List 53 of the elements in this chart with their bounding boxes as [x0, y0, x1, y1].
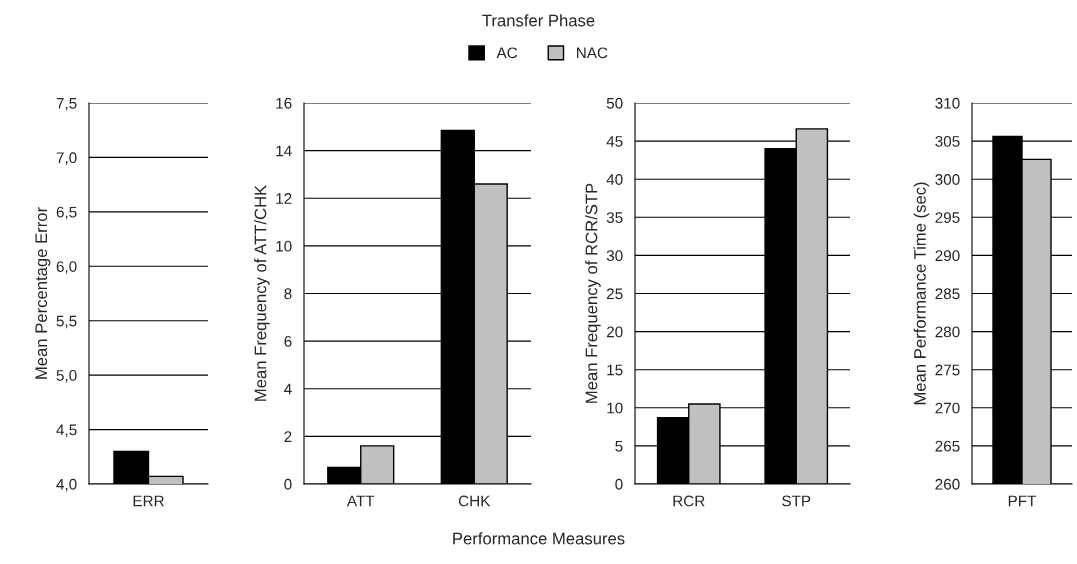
y-tick-label: 285: [935, 288, 960, 300]
y-tick-label: 4,5: [56, 424, 77, 438]
y-tick-label: 16: [276, 97, 292, 109]
y-axis-title: Mean Frequency of ATT/CHK: [254, 184, 270, 401]
x-tick-label: ERR: [133, 495, 164, 507]
y-tick-label: 5: [615, 440, 623, 452]
y-tick-label: 5,0: [56, 370, 77, 383]
legend-label: NAC: [577, 47, 608, 59]
y-tick-label: 7,5: [56, 98, 77, 111]
y-tick-label: 260: [935, 478, 960, 490]
y-tick-label: 45: [606, 136, 623, 147]
y-tick-label: 30: [606, 250, 623, 262]
y-tick-label: 6,0: [56, 261, 77, 274]
y-tick-label: 280: [935, 326, 960, 338]
y-tick-label: 295: [935, 212, 960, 223]
y-tick-label: 5,5: [56, 315, 77, 329]
y-tick-label: 6: [284, 335, 292, 347]
y-tick-label: 4: [284, 383, 292, 395]
y-tick-label: 0: [615, 478, 623, 490]
x-tick-label: RCR: [673, 495, 705, 507]
y-tick-label: 6,5: [56, 206, 77, 220]
y-tick-label: 35: [606, 212, 623, 223]
y-tick-label: 10: [276, 240, 292, 252]
y-tick-label: 4,0: [56, 478, 77, 492]
y-tick-label: 50: [606, 97, 623, 109]
y-tick-label: 14: [276, 145, 292, 157]
y-tick-label: 270: [935, 402, 960, 414]
y-tick-label: 25: [606, 288, 623, 300]
y-tick-label: 310: [935, 97, 960, 109]
y-tick-label: 2: [284, 431, 292, 442]
y-tick-label: 275: [935, 364, 960, 376]
y-tick-label: 40: [606, 174, 623, 185]
y-tick-label: 290: [935, 250, 960, 262]
y-tick-label: 20: [606, 326, 623, 338]
text: Performance Measures: [453, 532, 625, 545]
y-axis-title: Mean Percentage Error: [35, 207, 51, 379]
y-tick-label: 7,0: [56, 152, 77, 165]
y-tick-label: 265: [935, 440, 960, 452]
x-tick-label: CHK: [458, 495, 491, 507]
y-axis-title: Mean Performance Time (sec): [913, 182, 930, 405]
y-tick-label: 300: [935, 174, 960, 185]
y-tick-label: 0: [284, 478, 292, 490]
y-axis-title: Mean Frequency of RCR/STP: [585, 183, 601, 403]
x-tick-label: ATT: [346, 495, 375, 507]
y-tick-label: 15: [607, 364, 623, 376]
x-tick-label: STP: [782, 495, 811, 507]
text: Transfer Phase: [482, 14, 595, 27]
x-tick-label: PFT: [1008, 495, 1037, 507]
y-tick-label: 8: [284, 288, 292, 300]
y-tick-label: 10: [607, 402, 623, 414]
legend-label: AC: [496, 47, 518, 59]
y-tick-label: 12: [276, 193, 292, 204]
y-tick-label: 305: [935, 135, 960, 147]
